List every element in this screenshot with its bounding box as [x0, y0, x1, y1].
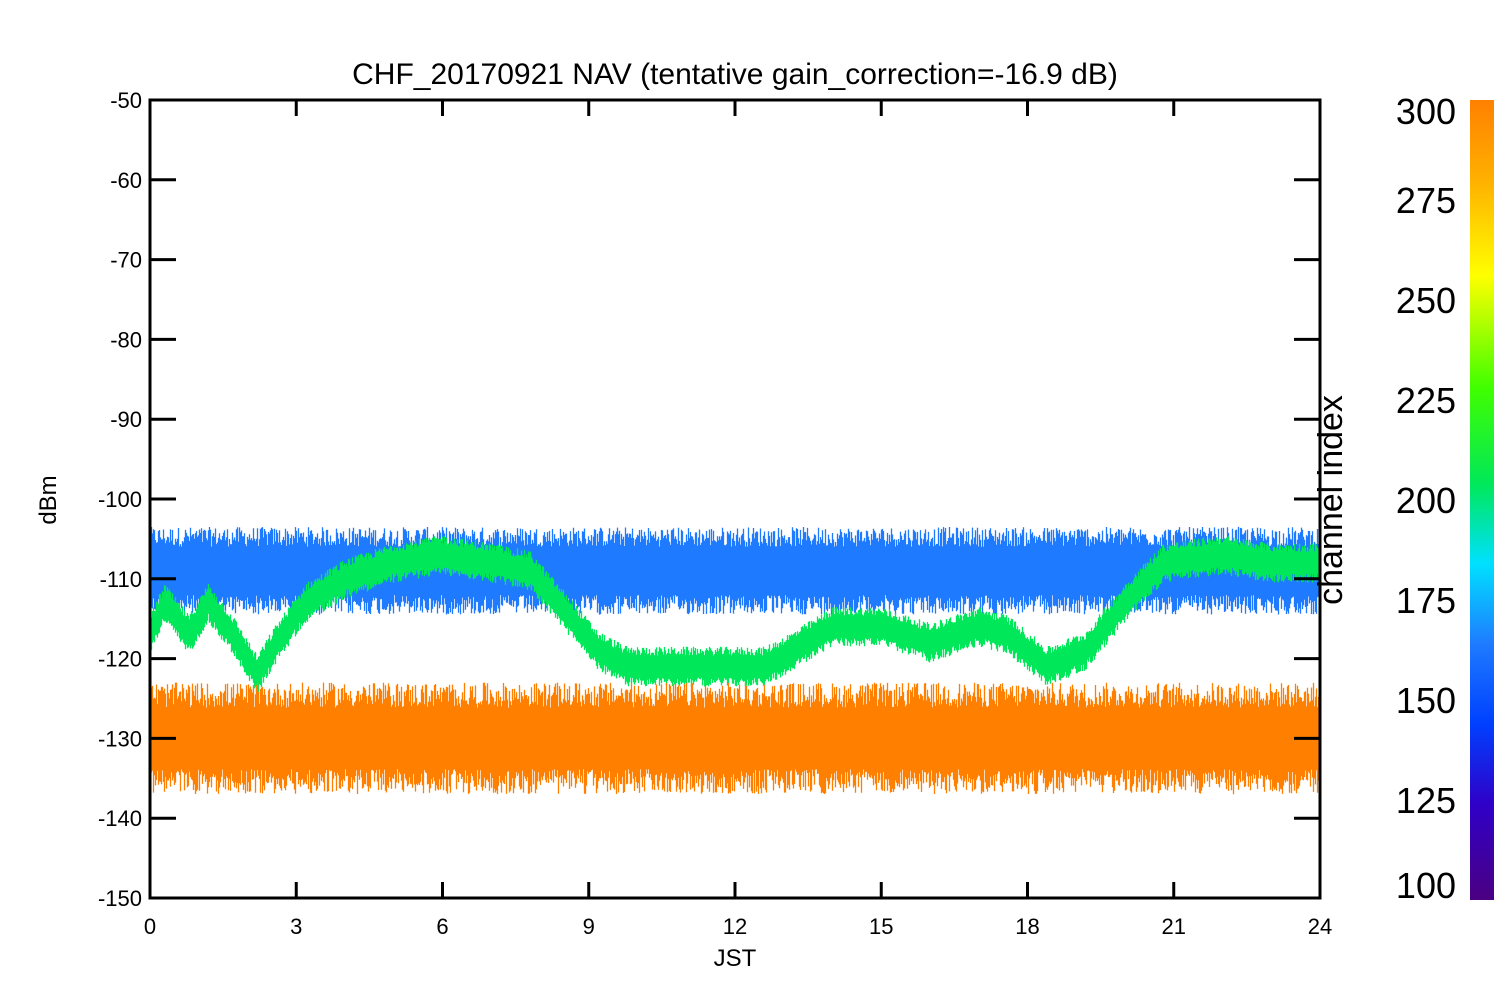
series-band-290 — [150, 682, 1320, 795]
x-tick-label: 9 — [583, 914, 595, 939]
y-tick-label: -130 — [98, 726, 142, 751]
x-tick-label: 15 — [869, 914, 893, 939]
y-axis-label: dBm — [35, 475, 62, 524]
colorbar-tick-label: 225 — [1396, 380, 1456, 421]
colorbar-tick-label: 200 — [1396, 480, 1456, 521]
y-tick-label: -60 — [110, 168, 142, 193]
colorbar-tick-label: 125 — [1396, 780, 1456, 821]
series-290 — [150, 682, 1320, 795]
x-tick-label: 24 — [1308, 914, 1332, 939]
colorbar-tick-label: 100 — [1396, 865, 1456, 906]
x-tick-label: 3 — [290, 914, 302, 939]
y-tick-label: -90 — [110, 407, 142, 432]
x-tick-label: 0 — [144, 914, 156, 939]
x-axis-label: JST — [714, 945, 757, 972]
colorbar — [1470, 100, 1494, 900]
y-tick-label: -150 — [98, 886, 142, 911]
colorbar-tick-label: 250 — [1396, 280, 1456, 321]
chart-title: CHF_20170921 NAV (tentative gain_correct… — [352, 58, 1118, 91]
x-tick-label: 21 — [1162, 914, 1186, 939]
colorbar-ticks: 300 275 250 225 200 175 150 125 100 — [1396, 91, 1456, 906]
y-tick-label: -80 — [110, 327, 142, 352]
x-tick-label: 18 — [1015, 914, 1039, 939]
colorbar-tick-label: 175 — [1396, 580, 1456, 621]
colorbar-tick-label: 150 — [1396, 680, 1456, 721]
data-layer — [150, 526, 1320, 795]
y-tick-label: -100 — [98, 487, 142, 512]
ticks-layer: 0 3 6 9 12 15 18 21 24 -50 -60 -70 -80 -90 -100 -110 -12… — [98, 88, 1332, 939]
colorbar-tick-label: 275 — [1396, 180, 1456, 221]
y-tick-label: -140 — [98, 806, 142, 831]
y-tick-label: -110 — [100, 567, 142, 592]
x-tick-label: 12 — [723, 914, 747, 939]
colorbar-tick-label: 300 — [1396, 91, 1456, 132]
y-tick-label: -50 — [110, 88, 142, 113]
y-tick-label: -120 — [98, 647, 142, 672]
x-tick-label: 6 — [436, 914, 448, 939]
y-tick-label: -70 — [110, 248, 142, 273]
colorbar-label: channel index — [1312, 395, 1350, 605]
